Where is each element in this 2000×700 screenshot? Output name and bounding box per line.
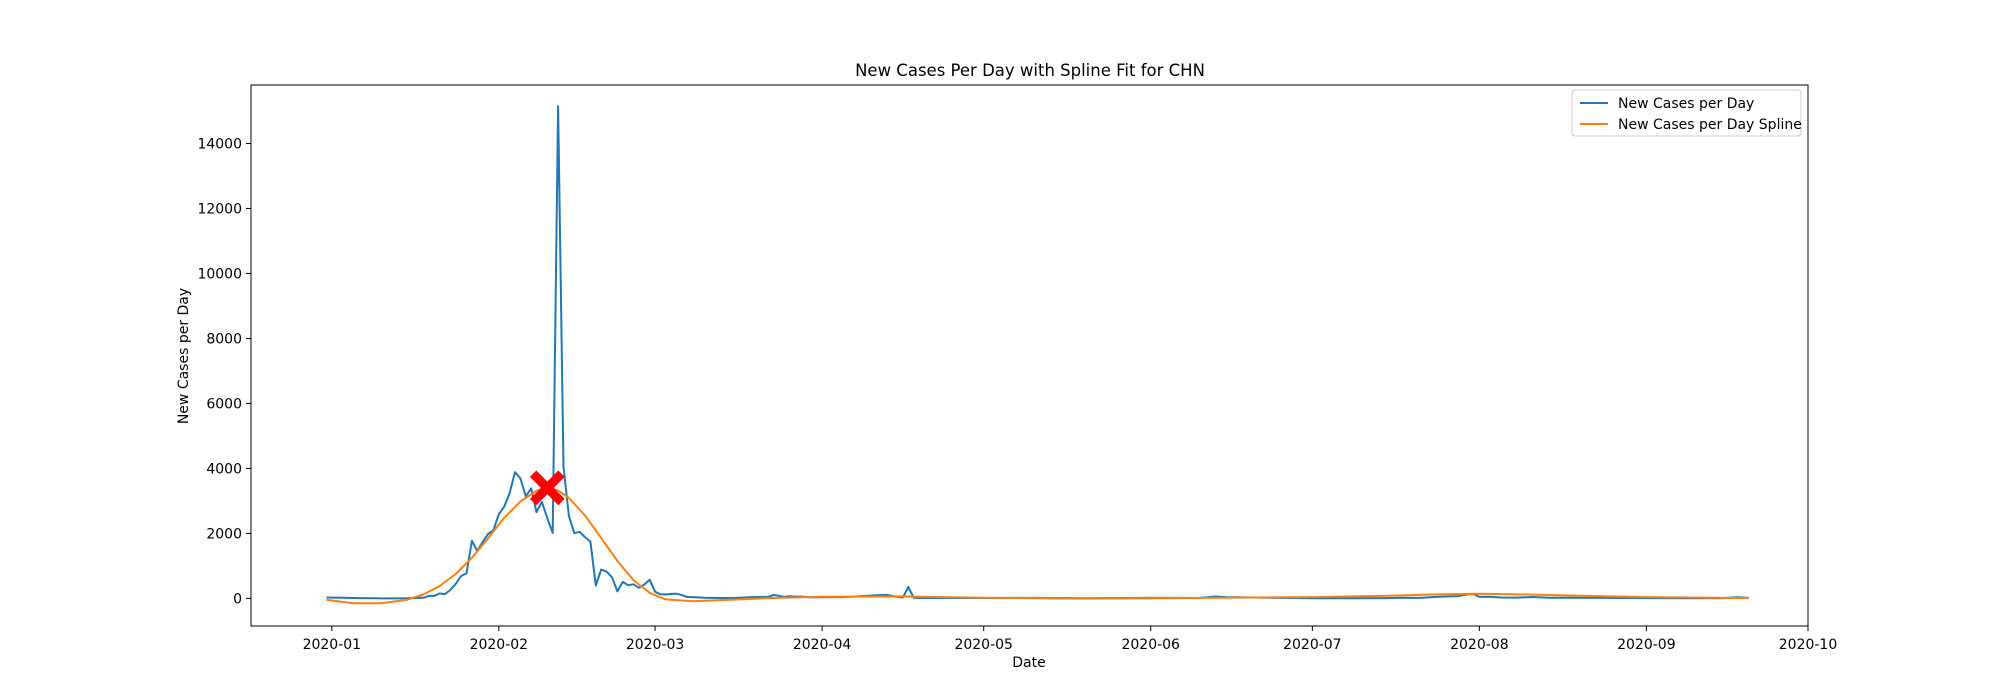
x-tick-label: 2020-07 <box>1283 637 1342 653</box>
y-tick-label: 8000 <box>206 331 242 347</box>
legend-box <box>1571 89 1802 137</box>
x-tick-label: 2020-06 <box>1121 637 1180 653</box>
y-tick-label: 0 <box>233 591 242 607</box>
plot-frame <box>250 84 1809 627</box>
legend: New Cases per Day New Cases per Day Splin… <box>1571 89 1802 137</box>
marker-stroke <box>529 470 565 506</box>
x-tick-label: 2020-04 <box>793 637 852 653</box>
y-tick-label: 4000 <box>206 461 242 477</box>
y-tick-label: 6000 <box>206 396 242 412</box>
x-tick-label: 2020-10 <box>1779 637 1838 653</box>
y-tick-label: 2000 <box>206 526 242 542</box>
chart-title: New Cases Per Day with Spline Fit for CH… <box>855 61 1205 80</box>
legend-label: New Cases per Day <box>1618 96 1754 112</box>
x-tick-label: 2020-09 <box>1617 637 1676 653</box>
x-axis-title: Date <box>1012 655 1045 671</box>
series-line-2 <box>326 486 1749 605</box>
x-tick-label: 2020-03 <box>626 637 685 653</box>
y-tick-label: 14000 <box>197 136 242 152</box>
x-tick-label: 2020-05 <box>954 637 1013 653</box>
y-tick-label: 10000 <box>197 266 242 282</box>
y-tick-label: 12000 <box>197 201 242 217</box>
x-tick-label: 2020-02 <box>470 637 529 653</box>
y-axis-title: New Cases per Day <box>176 288 192 424</box>
peak-marker <box>529 470 565 506</box>
series-line-1 <box>326 105 1749 600</box>
x-tick-label: 2020-08 <box>1450 637 1509 653</box>
x-tick-label: 2020-01 <box>303 637 362 653</box>
legend-label: New Cases per Day Spline <box>1618 117 1802 133</box>
